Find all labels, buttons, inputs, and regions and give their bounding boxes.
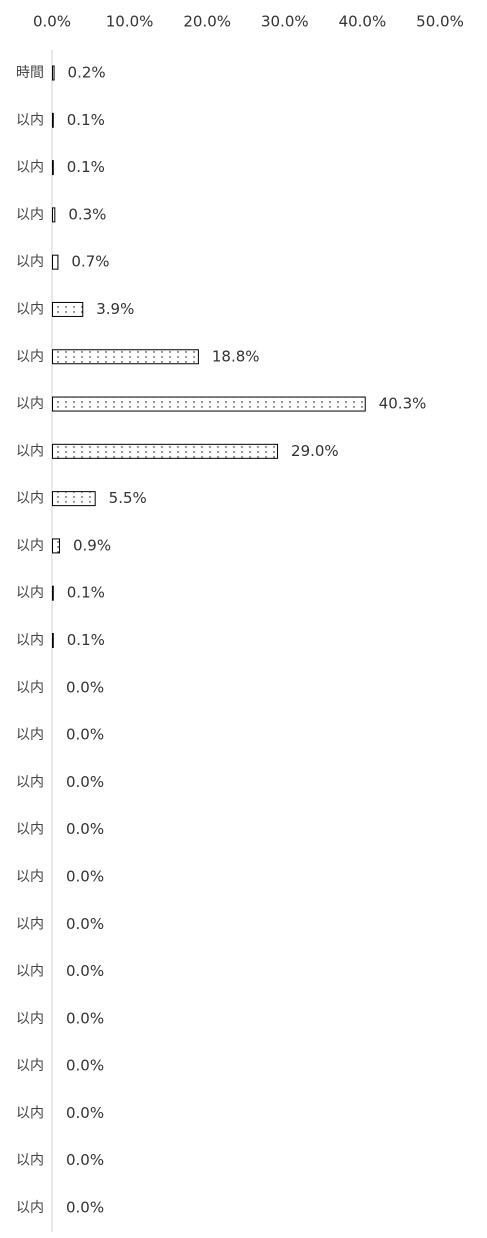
bar [52, 585, 54, 601]
category-label: 以内 [16, 443, 44, 459]
category-label: 以内 [16, 301, 44, 317]
bar [52, 65, 55, 81]
value-label: 0.2% [68, 64, 106, 82]
category-label: 以内 [16, 727, 44, 743]
x-tick-label: 20.0% [183, 13, 231, 31]
bar [52, 254, 59, 270]
category-label: 以内 [16, 396, 44, 412]
category-label: 以内 [16, 207, 44, 223]
value-label: 0.3% [68, 205, 106, 223]
bar [52, 491, 96, 507]
value-label: 0.1% [67, 584, 105, 602]
x-tick-label: 30.0% [261, 13, 309, 31]
x-tick-label: 10.0% [106, 13, 154, 31]
value-label: 0.0% [66, 1199, 104, 1217]
category-label: 以内 [16, 349, 44, 365]
value-label: 5.5% [109, 489, 147, 507]
value-label: 0.0% [66, 773, 104, 791]
category-label: 以内 [16, 1058, 44, 1074]
category-label: 以内 [16, 869, 44, 885]
value-label: 0.0% [66, 962, 104, 980]
category-label: 以内 [16, 774, 44, 790]
bar [52, 633, 54, 648]
category-label: 以内 [16, 160, 44, 176]
bar [52, 207, 56, 223]
category-label: 以内 [16, 538, 44, 554]
bar [52, 160, 54, 176]
x-tick-label: 0.0% [33, 13, 71, 31]
category-label: 以内 [16, 680, 44, 696]
bar [52, 443, 279, 459]
bar [52, 396, 366, 412]
value-label: 0.1% [67, 631, 105, 649]
value-label: 29.0% [291, 442, 339, 460]
value-label: 0.0% [66, 1057, 104, 1075]
value-label: 18.8% [212, 347, 260, 365]
value-label: 0.0% [66, 1009, 104, 1027]
value-label: 0.0% [66, 820, 104, 838]
value-label: 0.7% [71, 253, 109, 271]
category-label: 以内 [16, 822, 44, 838]
category-label: 時間 [16, 65, 44, 81]
value-label: 0.1% [67, 111, 105, 129]
value-label: 0.0% [66, 678, 104, 696]
value-label: 0.1% [67, 158, 105, 176]
value-label: 0.0% [66, 1151, 104, 1169]
value-label: 0.0% [66, 867, 104, 885]
bar [52, 112, 54, 128]
value-label: 40.3% [379, 395, 427, 413]
value-label: 0.9% [73, 536, 111, 554]
category-label: 以内 [16, 1011, 44, 1027]
x-tick-label: 50.0% [416, 13, 464, 31]
category-label: 以内 [16, 254, 44, 270]
category-label: 以内 [16, 633, 44, 649]
bar [52, 301, 84, 317]
category-label: 以内 [16, 1105, 44, 1121]
value-label: 0.0% [66, 1104, 104, 1122]
value-label: 0.0% [66, 915, 104, 933]
category-label: 以内 [16, 916, 44, 932]
category-label: 以内 [16, 491, 44, 507]
category-label: 以内 [16, 585, 44, 601]
value-label: 3.9% [96, 300, 134, 318]
category-label: 以内 [16, 1200, 44, 1216]
x-tick-label: 40.0% [339, 13, 387, 31]
category-label: 以内 [16, 1153, 44, 1169]
value-label: 0.0% [66, 726, 104, 744]
category-label: 以内 [16, 112, 44, 128]
bar [52, 349, 199, 365]
category-label: 以内 [16, 964, 44, 980]
bar [52, 538, 60, 554]
